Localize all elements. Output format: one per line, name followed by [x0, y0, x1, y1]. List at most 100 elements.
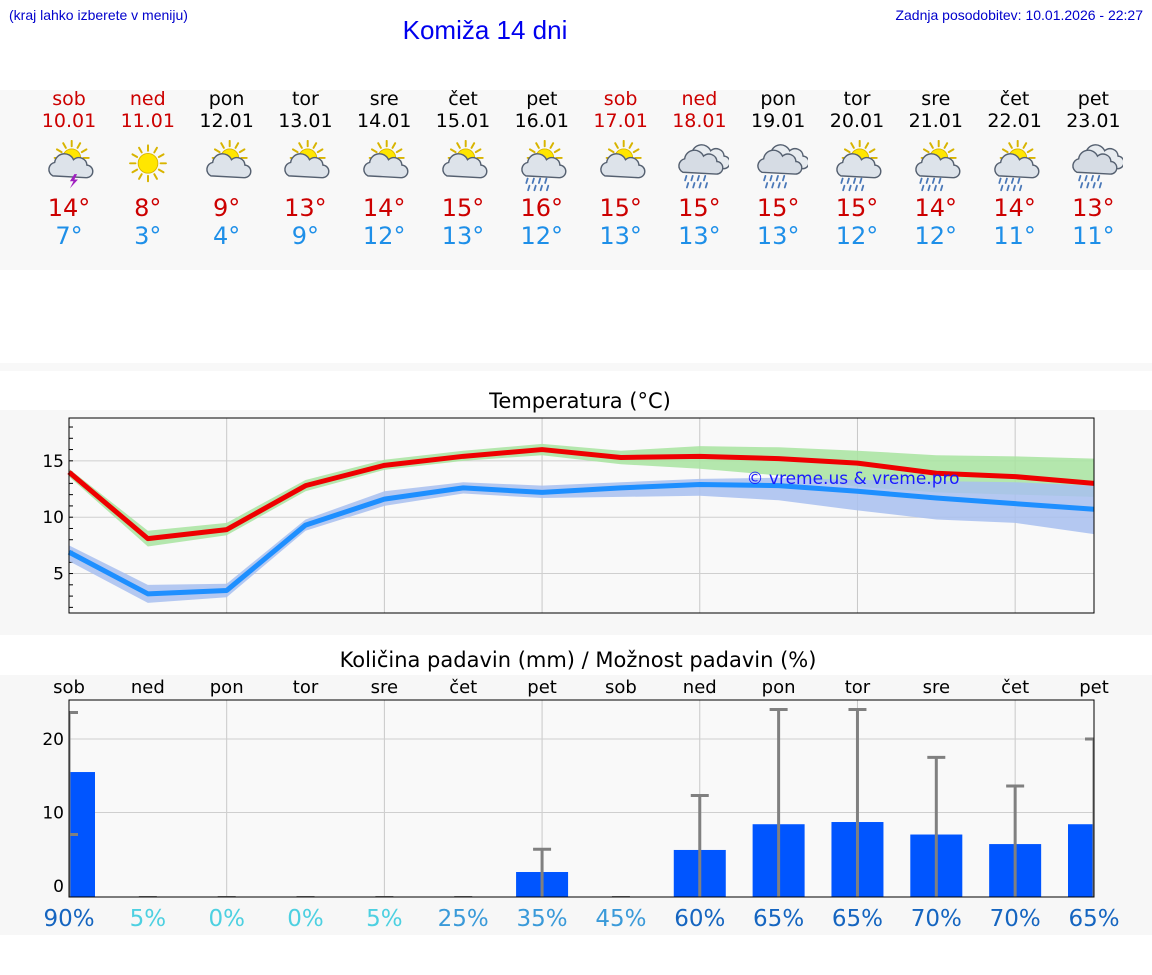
min-temp: 13° [756, 222, 800, 250]
location-hint: (kraj lahko izberete v meniju) [9, 7, 188, 23]
day-column: pet 16.01 16° 12° [502, 88, 582, 250]
day-name: ned [129, 88, 166, 110]
rain-chance-label: 70% [990, 906, 1041, 932]
temp-min-line [67, 482, 1095, 597]
day-column: čet 15.01 15° 13° [423, 88, 503, 250]
sun-cloud-icon [442, 140, 488, 179]
max-temp: 15° [441, 194, 485, 222]
temp-chart-title: Temperatura (°C) [488, 389, 671, 413]
day-name: sob [52, 88, 86, 110]
min-temp: 11° [1072, 222, 1115, 250]
rain-chance-label: 0% [208, 906, 245, 932]
day-date: 10.01 [41, 110, 97, 132]
day-column: tor 13.01 13° 9° [265, 88, 345, 250]
watermark: © vreme.us & vreme.pro [746, 469, 959, 489]
temp-tick-label: 15 [42, 452, 64, 472]
day-date: 15.01 [435, 110, 491, 132]
day-date: 20.01 [829, 110, 885, 132]
rain-chance-label: 0% [287, 906, 324, 932]
sun-icon [128, 144, 167, 183]
rain-chance-label: 45% [595, 906, 646, 932]
min-temp: 3° [134, 222, 162, 250]
rain-day-label: sre [371, 677, 398, 698]
day-date: 21.01 [908, 110, 963, 132]
last-updated: Zadnja posodobitev: 10.01.2026 - 22:27 [895, 7, 1143, 23]
temp-plot-frame [68, 417, 1095, 614]
rain-day-label: tor [845, 677, 871, 698]
day-date: 11.01 [120, 110, 175, 132]
day-column: sob 10.01 14° 7° [29, 88, 109, 250]
rain-tick-label: 0 [53, 877, 64, 897]
sun-cloud-rain-icon [836, 140, 882, 192]
temp-tick-label: 5 [53, 565, 64, 585]
day-column: pon 19.01 15° 13° [738, 88, 818, 250]
day-column: sob 17.01 15° 13° [581, 88, 661, 250]
min-temp: 12° [835, 222, 879, 250]
sun-cloud-icon [599, 140, 646, 179]
day-date: 23.01 [1066, 110, 1121, 132]
rain-day-label: pon [762, 677, 796, 698]
min-temp: 11° [993, 222, 1036, 250]
max-temp: 14° [993, 194, 1036, 222]
rain-bars [69, 708, 1094, 897]
rain-day-label: sob [605, 677, 637, 698]
rain-day-label: pon [210, 677, 244, 698]
day-name: sob [603, 88, 638, 110]
max-temp: 16° [520, 194, 564, 222]
day-date: 12.01 [199, 110, 254, 132]
day-name: čet [448, 88, 478, 110]
temp-max-band [69, 443, 1094, 547]
rain-day-label: sob [53, 677, 85, 698]
rain-day-label: pet [527, 677, 557, 698]
cloud-rain-icon [1072, 144, 1124, 189]
rain-tick-label: 10 [42, 803, 64, 823]
max-temp: 14° [362, 194, 406, 222]
day-column: ned 11.01 8° 3° [108, 88, 188, 250]
day-date: 16.01 [514, 110, 569, 132]
max-temp: 14° [914, 194, 958, 222]
day-name: tor [291, 88, 319, 110]
temp-max-line [67, 447, 1095, 542]
rain-chance-label: 25% [438, 906, 489, 932]
day-name: pon [760, 88, 797, 110]
max-temp: 15° [835, 194, 879, 222]
sun-cloud-rain-icon [521, 140, 567, 192]
rain-day-label: čet [449, 677, 477, 698]
rain-chance-label: 5% [130, 906, 167, 932]
day-name: tor [843, 88, 871, 110]
sun-cloud-thunder-icon [48, 140, 94, 189]
day-name: sre [921, 88, 951, 110]
max-temp: 15° [599, 194, 642, 222]
min-temp: 13° [599, 222, 642, 250]
day-date: 18.01 [672, 110, 727, 132]
rain-chance-label: 60% [674, 906, 725, 932]
rain-chart-title: Količina padavin (mm) / Možnost padavin … [340, 648, 817, 672]
separator [0, 363, 1152, 371]
min-temp: 9° [291, 222, 320, 250]
day-date: 14.01 [356, 110, 412, 132]
day-date: 22.01 [987, 110, 1042, 132]
day-name: sre [369, 88, 399, 110]
max-temp: 13° [1072, 194, 1115, 222]
min-temp: 12° [362, 222, 406, 250]
day-column: pon 12.01 9° 4° [187, 88, 267, 250]
temp-tick-label: 10 [42, 508, 64, 528]
max-temp: 13° [284, 194, 327, 222]
cloud-rain-icon [757, 144, 809, 189]
rain-day-label: sre [923, 677, 950, 698]
cloud-rain-icon [678, 144, 730, 189]
min-temp: 13° [678, 222, 721, 250]
rain-chance-label: 65% [1068, 906, 1119, 932]
page-title: Komiža 14 dni [402, 15, 568, 45]
rain-chance-label: 90% [43, 906, 94, 932]
day-column: tor 20.01 15° 12° [817, 88, 897, 250]
max-temp: 8° [134, 194, 162, 222]
min-temp: 4° [212, 222, 241, 250]
day-column: sre 14.01 14° 12° [344, 88, 424, 250]
rain-plot-frame [68, 699, 1095, 898]
min-temp: 7° [55, 222, 83, 250]
rain-chance-label: 5% [366, 906, 403, 932]
day-name: pet [526, 88, 558, 110]
day-column: čet 22.01 14° 11° [975, 88, 1055, 250]
